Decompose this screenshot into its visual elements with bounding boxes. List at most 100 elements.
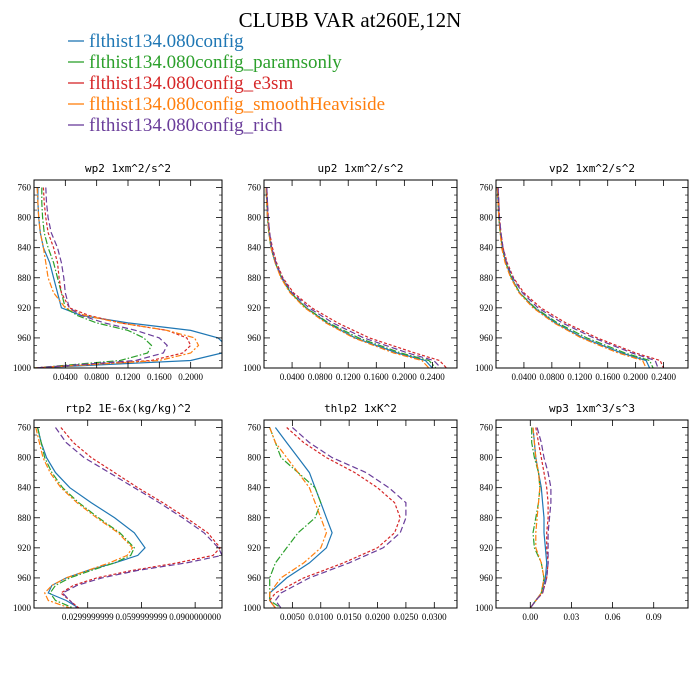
y-tick-label: 840 (18, 243, 32, 253)
series-line (496, 187, 647, 368)
plot-frame (33, 419, 223, 609)
y-tick-label: 840 (480, 243, 494, 253)
x-tick-label: 0.0299999999 (62, 612, 114, 622)
y-tick-label: 1000 (475, 363, 494, 373)
series-line (55, 427, 222, 608)
plot-frame (263, 419, 458, 609)
y-tick-label: 760 (480, 183, 494, 193)
y-tick-label: 880 (480, 513, 494, 523)
y-tick-label: 800 (18, 453, 32, 463)
series-line (34, 187, 200, 368)
panel-grid: wp2 1xm^2/s^2 760 800 840 880 920 960 1000 0.040… (13, 162, 689, 622)
x-tick-label: 0.2000 (178, 372, 203, 382)
series-line (497, 187, 659, 368)
series-line (34, 187, 168, 368)
panel-title: wp3 1xm^3/s^3 (549, 402, 635, 415)
y-tick-label: 840 (18, 483, 32, 493)
y-tick-label: 920 (18, 303, 32, 313)
y-tick-label: 760 (480, 423, 494, 433)
plot-frame (33, 179, 223, 369)
x-tick-label: 0.06 (605, 612, 621, 622)
x-tick-label: 0.0400 (512, 372, 537, 382)
panel: vp2 1xm^2/s^2 760 800 840 880 920 960 1000 0.040… (475, 162, 689, 382)
x-tick-label: 0.1600 (595, 372, 620, 382)
y-tick-label: 800 (248, 213, 262, 223)
series-line (529, 427, 548, 608)
x-tick-label: 0.1600 (147, 372, 172, 382)
legend-entry: flthist134.080config_paramsonly (89, 52, 342, 73)
x-tick-label: 0.0800 (308, 372, 333, 382)
panel-title: up2 1xm^2/s^2 (317, 162, 403, 175)
panel: wp2 1xm^2/s^2 760 800 840 880 920 960 1000 0.040… (13, 162, 223, 382)
x-tick-label: 0.2400 (651, 372, 676, 382)
y-tick-label: 960 (480, 333, 494, 343)
x-tick-label: 0.0200 (365, 612, 390, 622)
x-tick-label: 0.0250 (394, 612, 419, 622)
x-tick-label: 0.0599999999 (116, 612, 168, 622)
y-tick-label: 1000 (13, 363, 32, 373)
legend-entry: flthist134.080config_rich (89, 115, 283, 136)
legend-entry: flthist134.080config_e3sm (89, 73, 293, 94)
panel-title: wp2 1xm^2/s^2 (85, 162, 171, 175)
y-tick-label: 880 (480, 273, 494, 283)
y-tick-label: 840 (248, 243, 262, 253)
y-tick-label: 960 (248, 573, 262, 583)
series-line (37, 427, 136, 608)
plot-frame (495, 419, 689, 609)
series-line (274, 427, 407, 608)
x-tick-label: 0.0800 (84, 372, 109, 382)
y-tick-label: 960 (248, 333, 262, 343)
y-tick-label: 800 (248, 453, 262, 463)
y-tick-label: 880 (248, 513, 262, 523)
x-tick-label: 0.2400 (420, 372, 445, 382)
series-line (269, 427, 333, 608)
y-tick-label: 880 (248, 273, 262, 283)
series-line (529, 427, 545, 608)
panel: wp3 1xm^3/s^3 760 800 840 880 920 960 1000 0.00 0… (475, 402, 689, 622)
y-tick-label: 800 (18, 213, 32, 223)
series-line (265, 187, 430, 368)
x-tick-label: 0.0150 (337, 612, 362, 622)
series-line (496, 187, 654, 368)
y-tick-label: 920 (480, 303, 494, 313)
y-tick-label: 760 (18, 183, 32, 193)
y-tick-label: 840 (480, 483, 494, 493)
series-line (265, 187, 433, 368)
series-line (266, 187, 447, 368)
series-line (34, 187, 222, 368)
y-tick-label: 960 (18, 333, 32, 343)
series-line (265, 187, 437, 368)
y-tick-label: 760 (248, 183, 262, 193)
y-tick-label: 1000 (243, 603, 262, 613)
y-tick-label: 800 (480, 213, 494, 223)
plot-frame (495, 179, 689, 369)
series-line (496, 187, 651, 368)
y-tick-label: 800 (480, 453, 494, 463)
x-tick-label: 0.0050 (280, 612, 305, 622)
x-tick-label: 0.0400 (53, 372, 78, 382)
series-line (37, 427, 146, 608)
x-tick-label: 0.03 (564, 612, 580, 622)
series-line (35, 427, 134, 608)
x-tick-label: 0.0900000000 (169, 612, 221, 622)
x-tick-label: 0.1200 (567, 372, 592, 382)
series-line (266, 187, 442, 368)
y-tick-label: 960 (480, 573, 494, 583)
series-line (34, 187, 153, 368)
y-tick-label: 1000 (13, 603, 32, 613)
y-tick-label: 920 (248, 303, 262, 313)
x-tick-label: 0.0100 (308, 612, 333, 622)
x-tick-label: 0.00 (522, 612, 538, 622)
x-tick-label: 0.2000 (623, 372, 648, 382)
panel: rtp2 1E-6x(kg/kg)^2 760 800 840 880 920 960 100… (13, 402, 223, 622)
x-tick-label: 0.1200 (336, 372, 361, 382)
series-line (59, 427, 222, 608)
series-line (269, 427, 328, 608)
legend-entry: flthist134.080config_smoothHeaviside (89, 94, 385, 115)
x-tick-label: 0.0300 (422, 612, 447, 622)
panel-title: vp2 1xm^2/s^2 (549, 162, 635, 175)
series-line (34, 187, 192, 368)
x-tick-label: 0.1200 (116, 372, 141, 382)
y-tick-label: 840 (248, 483, 262, 493)
